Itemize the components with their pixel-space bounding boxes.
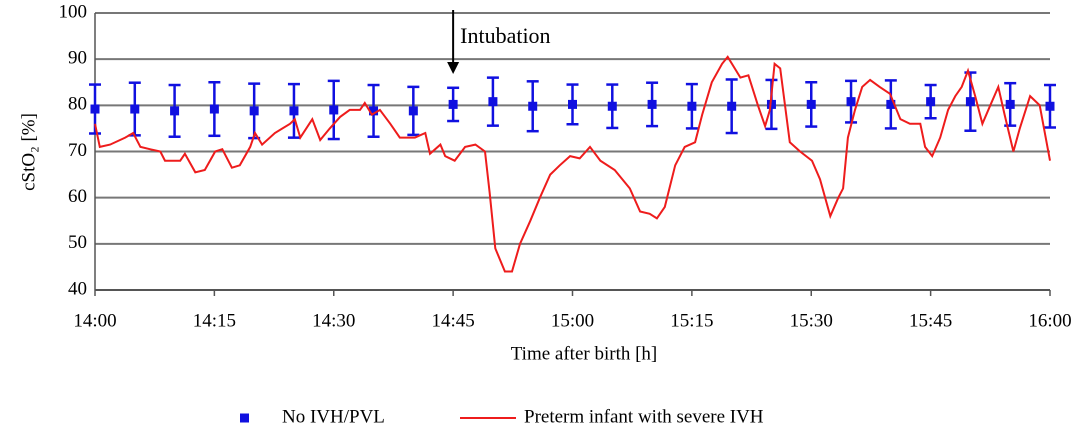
x-tick-label: 15:00 <box>551 310 594 331</box>
marker <box>488 97 498 107</box>
legend-label: No IVH/PVL <box>282 406 385 427</box>
y-tick-label: 50 <box>68 232 87 253</box>
marker <box>1005 99 1015 109</box>
marker <box>607 101 617 111</box>
marker <box>209 104 219 114</box>
marker <box>886 99 896 109</box>
marker <box>369 106 379 116</box>
y-tick-label: 100 <box>59 1 88 22</box>
annotation: Intubation <box>460 23 550 48</box>
y-tick-label: 90 <box>68 48 87 69</box>
y-axis-title: cStO₂ [%] <box>18 113 39 191</box>
x-tick-label: 16:00 <box>1028 310 1071 331</box>
x-tick-label: 14:45 <box>431 310 474 331</box>
marker <box>528 101 538 111</box>
x-tick-label: 14:15 <box>193 310 236 331</box>
marker <box>727 101 737 111</box>
x-tick-label: 15:45 <box>909 310 952 331</box>
legend-marker <box>240 413 249 423</box>
y-tick-label: 60 <box>68 186 87 207</box>
marker <box>249 106 259 116</box>
x-tick-label: 15:15 <box>670 310 713 331</box>
annotation-arrowhead <box>447 62 460 74</box>
marker <box>647 99 657 109</box>
marker <box>130 104 140 114</box>
marker <box>1045 101 1055 111</box>
marker <box>806 99 816 109</box>
y-tick-label: 70 <box>68 140 87 161</box>
marker <box>448 99 458 109</box>
data-line <box>94 55 1051 273</box>
x-tick-label: 14:00 <box>73 310 116 331</box>
marker <box>408 106 418 116</box>
marker <box>329 105 339 115</box>
x-tick-label: 15:30 <box>790 310 833 331</box>
marker <box>568 99 577 109</box>
legend-label: Preterm infant with severe IVH <box>524 406 764 427</box>
marker <box>289 106 299 116</box>
y-tick-label: 80 <box>68 94 87 115</box>
marker <box>687 101 697 111</box>
y-tick-label: 40 <box>68 278 87 299</box>
marker <box>90 104 100 114</box>
x-axis-title: Time after birth [h] <box>511 343 658 364</box>
marker <box>965 97 975 107</box>
marker <box>846 97 856 107</box>
marker <box>926 97 936 107</box>
x-tick-label: 14:30 <box>312 310 355 331</box>
marker <box>170 106 180 116</box>
